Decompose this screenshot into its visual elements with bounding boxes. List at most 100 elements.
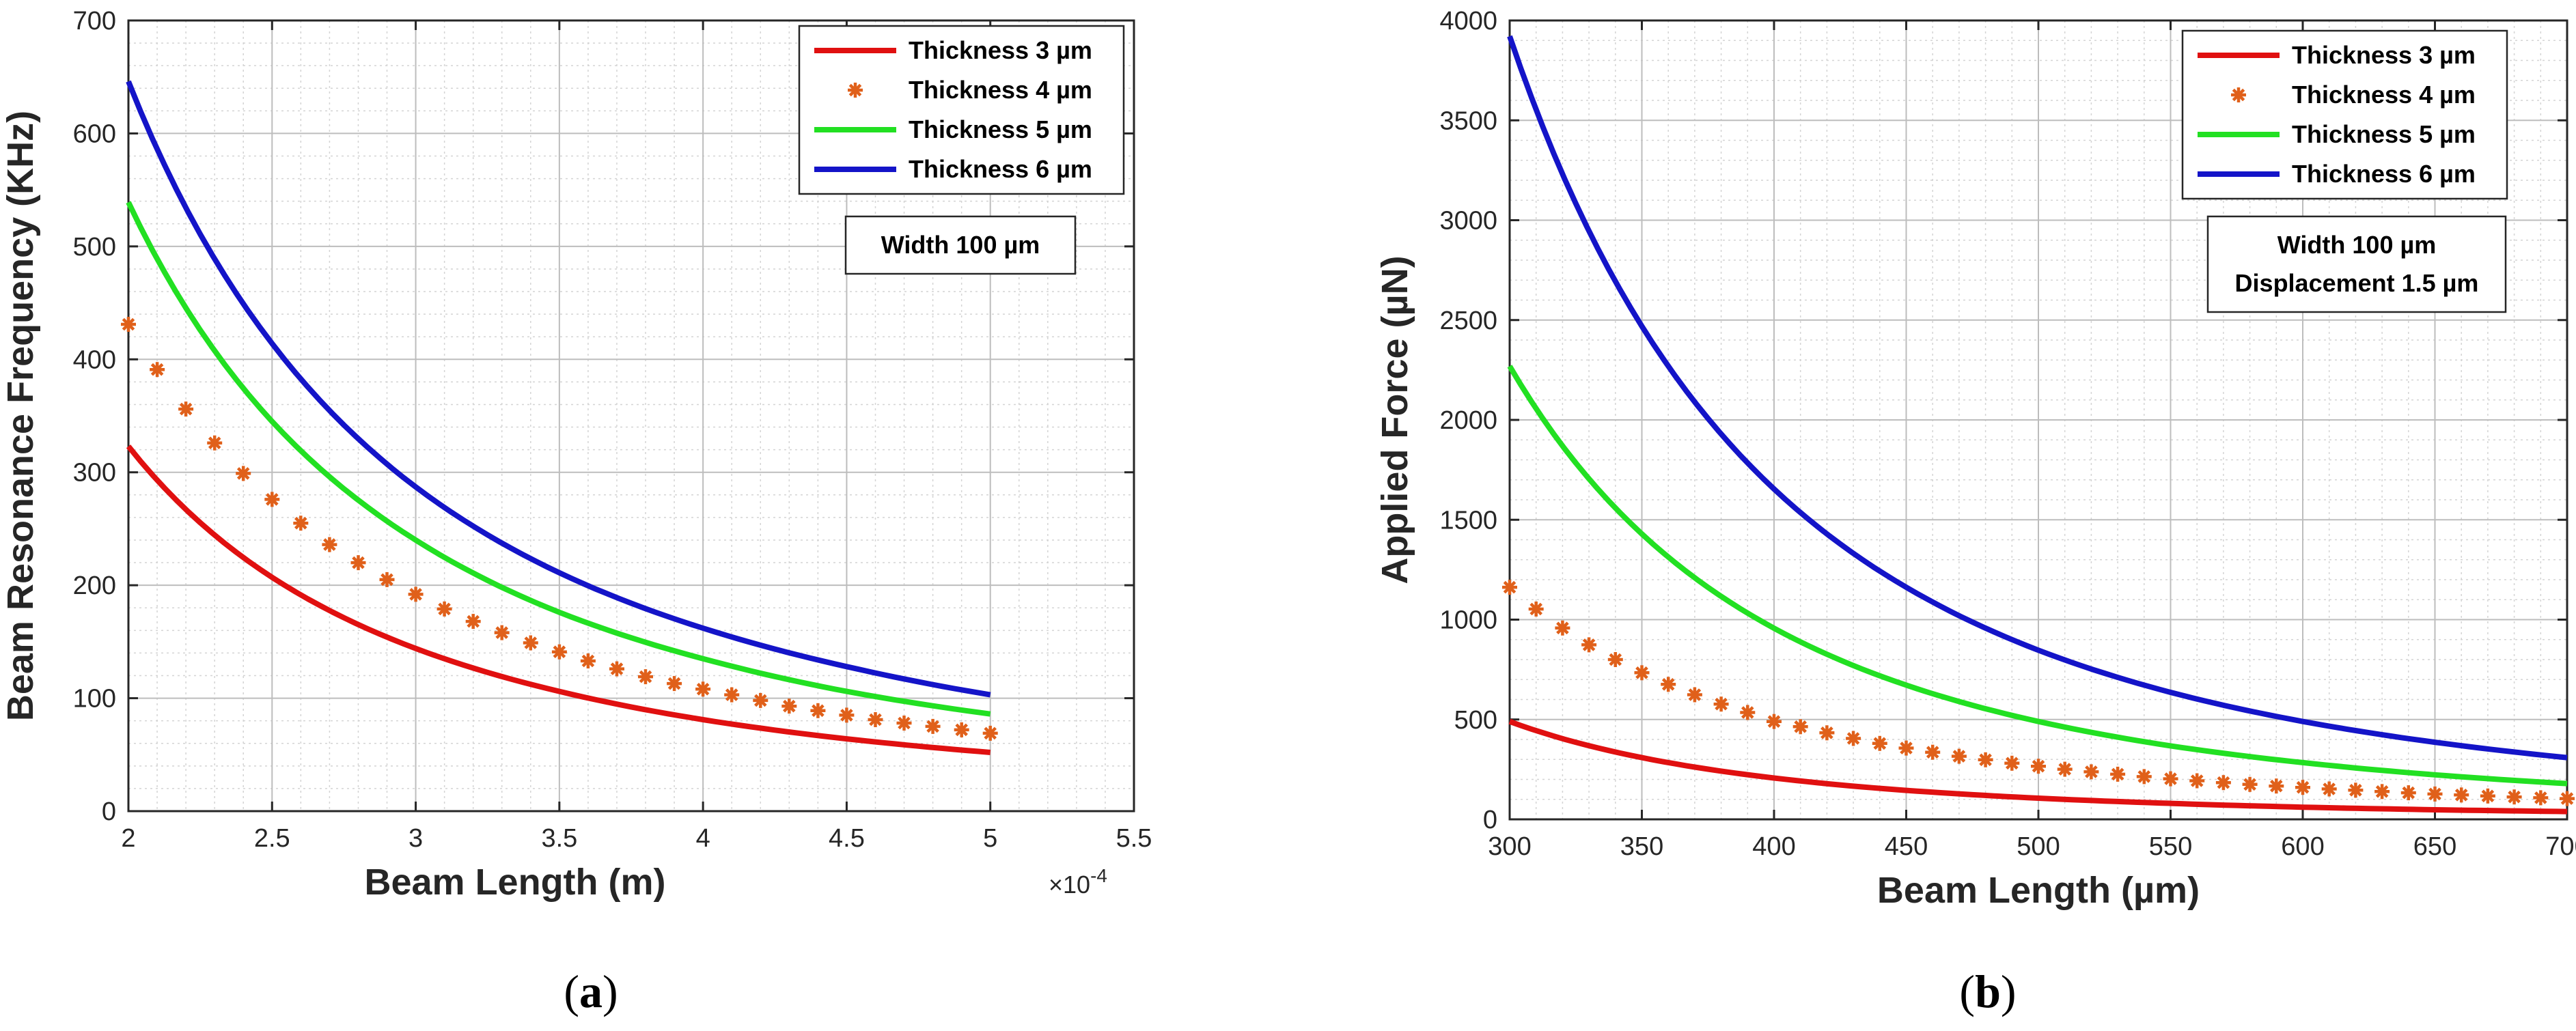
b-series-1-point-stroke (2349, 784, 2362, 797)
a-y-axis-title: Beam Resonance Frequency (KHz) (0, 111, 41, 721)
b-series-1-point-stroke (2454, 789, 2468, 802)
b-series-1-point-stroke (1715, 697, 1728, 711)
b-series-1-point (2110, 766, 2126, 782)
b-series-1-point-stroke (2296, 780, 2310, 794)
b-series-1-point (1607, 652, 1623, 667)
b-series-0-line (1508, 718, 2568, 815)
b-series-1-point (2083, 764, 2099, 780)
b-series-1-point-stroke (2164, 772, 2177, 785)
b-series-1-point (2321, 781, 2337, 797)
a-series-1-point (695, 681, 711, 697)
b-series-1-point-stroke (1846, 732, 1860, 745)
a-series-1-point-stroke (438, 602, 451, 616)
b-series-1-point (1713, 696, 1729, 712)
a-series-group (121, 80, 998, 755)
a-series-1-point (667, 676, 682, 692)
a-series-1-point (724, 687, 740, 703)
b-series-1-point-stroke (1529, 602, 1542, 616)
b-x-tick-label: 300 (1488, 832, 1531, 861)
b-series-1-point (2454, 787, 2469, 803)
a-series-1-point (810, 703, 826, 718)
b-y-tick-label: 1000 (1439, 606, 1497, 635)
b-series-1-point-stroke (2508, 790, 2521, 804)
a-series-1-point-stroke (754, 694, 767, 707)
a-y-tick-label: 200 (73, 571, 116, 600)
a-series-1-point-stroke (984, 726, 997, 740)
a-series-1-point-stroke (955, 723, 968, 737)
a-x-tick-label: 5.5 (1116, 824, 1152, 853)
b-legend-box (2181, 29, 2508, 200)
b-series-1-point-stroke (1635, 666, 1648, 679)
a-series-1-point (322, 537, 337, 552)
b-series-1-point-stroke (2085, 765, 2098, 778)
b-x-tick-label: 350 (1620, 832, 1663, 861)
b-series-1-point (1581, 637, 1597, 653)
b-series-1-point (1819, 725, 1835, 741)
a-series-1-point-stroke (783, 699, 796, 713)
b-series-1-point-stroke (1688, 688, 1702, 701)
a-series-1-point-stroke (610, 662, 624, 675)
b-annotation-line: Width 100 µm (2277, 231, 2436, 259)
b-series-1-point (2348, 782, 2364, 798)
b-y-tick-label: 3500 (1439, 107, 1497, 135)
a-series-3-line (126, 80, 991, 698)
b-legend-swatch-stroke (2232, 88, 2245, 102)
a-series-1-point-stroke (380, 573, 393, 587)
b-series-1-point (2215, 775, 2231, 791)
caption-b: (b) (1959, 965, 2016, 1017)
b-series-1-point (1555, 620, 1570, 636)
a-series-1-point (178, 401, 194, 417)
caption-a: (a) (564, 965, 618, 1017)
b-series-1-point (2269, 778, 2284, 794)
b-series-1-point-stroke (1952, 750, 1966, 763)
b-x-tick-label: 500 (2017, 832, 2060, 861)
a-legend-label-3: Thickness 6 µm (909, 155, 1092, 183)
a-series-1-point-stroke (553, 645, 566, 658)
b-series-1-point-stroke (1503, 580, 1516, 594)
a-series-1-point (150, 362, 165, 378)
b-series-1-point-stroke (2190, 774, 2204, 787)
a-series-1-point-stroke (812, 704, 825, 718)
b-series-1-point (2295, 780, 2310, 795)
a-x-tick-label: 4 (696, 824, 710, 853)
b-series-1-point-stroke (1661, 678, 1675, 691)
b-series-1-point-stroke (1979, 753, 1992, 767)
a-series-1-point (580, 653, 596, 668)
b-series-1-point-stroke (2243, 778, 2256, 791)
b-x-tick-label: 450 (1885, 832, 1928, 861)
b-series-1-point-stroke (2058, 763, 2071, 776)
caption-a-close: ) (603, 965, 618, 1017)
caption-b-letter: b (1975, 965, 2001, 1017)
a-series-1-point (236, 466, 251, 481)
b-series-1-point-stroke (1794, 720, 1807, 733)
a-series-1-point-stroke (926, 720, 939, 733)
a-x-tick-label: 3.5 (541, 824, 577, 853)
b-series-1-point-stroke (1873, 737, 1887, 750)
a-x-exponent-power: -4 (1090, 865, 1107, 886)
b-annotation-box (2206, 215, 2507, 313)
b-series-1-point (2427, 786, 2443, 802)
b-x-tick-label: 600 (2281, 832, 2324, 861)
a-series-1-point (868, 712, 883, 727)
b-series-1-point (1951, 748, 1967, 764)
a-x-tick-label: 4.5 (829, 824, 865, 853)
a-series-1-point-stroke (294, 516, 307, 530)
b-series-1-point-stroke (2323, 782, 2336, 795)
a-series-1-point (437, 601, 452, 617)
a-y-tick-label: 600 (73, 119, 116, 148)
a-series-1-point (638, 669, 653, 685)
b-y-tick-label: 1500 (1439, 506, 1497, 535)
a-y-tick-label: 700 (73, 7, 116, 36)
b-series-1-point (2374, 784, 2390, 800)
a-series-1-point (379, 571, 395, 587)
b-legend-label-1: Thickness 4 µm (2292, 81, 2476, 109)
b-series-1-point (2189, 773, 2205, 789)
b-series-1-point (1740, 705, 1756, 720)
a-legend-swatch-stroke (848, 83, 862, 97)
a-x-exponent: ×10-4 (1049, 865, 1107, 899)
a-series-1-point (465, 614, 481, 630)
a-series-1-point (121, 317, 136, 332)
a-legend: Thickness 3 µm Thickness 4 µm Thickness 5 … (798, 25, 1125, 195)
b-series-1-point-stroke (2111, 767, 2124, 781)
b-series-1-point (1898, 740, 1914, 756)
